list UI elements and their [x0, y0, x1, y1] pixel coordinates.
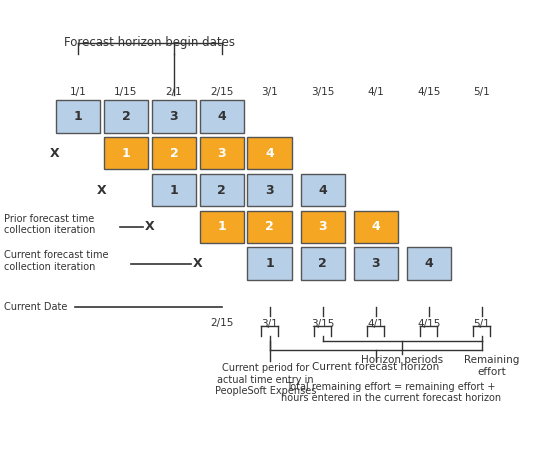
Text: 3: 3 [318, 220, 327, 233]
FancyBboxPatch shape [301, 211, 345, 243]
Text: Prior forecast time
collection iteration: Prior forecast time collection iteration [4, 214, 96, 235]
Text: 4: 4 [265, 147, 274, 160]
Text: 1/1: 1/1 [70, 87, 86, 97]
Text: Current period for
actual time entry in
PeopleSoft Expenses: Current period for actual time entry in … [215, 363, 316, 396]
Text: 3/1: 3/1 [262, 318, 278, 328]
FancyBboxPatch shape [248, 211, 292, 243]
FancyBboxPatch shape [152, 174, 196, 206]
FancyBboxPatch shape [248, 174, 292, 206]
Text: 1: 1 [265, 257, 274, 270]
FancyBboxPatch shape [56, 100, 100, 133]
Text: 1: 1 [169, 184, 178, 197]
FancyBboxPatch shape [301, 248, 345, 280]
Text: 2/15: 2/15 [210, 318, 234, 328]
Text: X: X [49, 147, 59, 160]
Text: 5/1: 5/1 [473, 87, 490, 97]
Text: Forecast horizon begin dates: Forecast horizon begin dates [64, 36, 235, 50]
Text: Total remaining effort = remaining effort +
hours entered in the current forecas: Total remaining effort = remaining effor… [281, 382, 501, 404]
Text: 3: 3 [169, 110, 178, 123]
Text: 3/15: 3/15 [311, 318, 334, 328]
Text: 2: 2 [169, 147, 178, 160]
Text: Current forecast horizon: Current forecast horizon [312, 362, 440, 372]
Text: 2: 2 [122, 110, 130, 123]
FancyBboxPatch shape [248, 248, 292, 280]
Text: 1: 1 [122, 147, 130, 160]
FancyBboxPatch shape [354, 248, 398, 280]
Text: 1: 1 [73, 110, 83, 123]
Text: 4: 4 [371, 220, 380, 233]
Text: 4/15: 4/15 [417, 318, 441, 328]
Text: 2: 2 [318, 257, 327, 270]
FancyBboxPatch shape [199, 211, 244, 243]
Text: 4/15: 4/15 [417, 87, 441, 97]
Text: Remaining
effort: Remaining effort [465, 355, 520, 377]
Text: 2: 2 [218, 184, 226, 197]
Text: X: X [193, 257, 203, 270]
FancyBboxPatch shape [354, 211, 398, 243]
Text: 4: 4 [318, 184, 327, 197]
FancyBboxPatch shape [104, 137, 148, 169]
FancyBboxPatch shape [248, 137, 292, 169]
Text: 1: 1 [218, 220, 226, 233]
FancyBboxPatch shape [152, 137, 196, 169]
FancyBboxPatch shape [199, 174, 244, 206]
Text: 5/1: 5/1 [473, 318, 490, 328]
Text: 3: 3 [371, 257, 380, 270]
Text: 4: 4 [425, 257, 433, 270]
Text: 1/15: 1/15 [114, 87, 138, 97]
Text: 4/1: 4/1 [367, 87, 384, 97]
Text: 3/15: 3/15 [311, 87, 334, 97]
FancyBboxPatch shape [104, 100, 148, 133]
FancyBboxPatch shape [407, 248, 451, 280]
FancyBboxPatch shape [152, 100, 196, 133]
Text: 3/1: 3/1 [262, 87, 278, 97]
Text: 4: 4 [218, 110, 226, 123]
Text: X: X [97, 184, 107, 197]
Text: Horizon periods: Horizon periods [361, 355, 443, 365]
Text: Current forecast time
collection iteration: Current forecast time collection iterati… [4, 250, 109, 272]
FancyBboxPatch shape [199, 100, 244, 133]
Text: 2/15: 2/15 [210, 87, 234, 97]
Text: 3: 3 [265, 184, 274, 197]
Text: 2/1: 2/1 [166, 87, 182, 97]
FancyBboxPatch shape [199, 137, 244, 169]
FancyBboxPatch shape [301, 174, 345, 206]
Text: Current Date: Current Date [4, 302, 68, 312]
Text: 3: 3 [218, 147, 226, 160]
Text: X: X [145, 220, 155, 233]
Text: 2: 2 [265, 220, 274, 233]
Text: 4/1: 4/1 [367, 318, 384, 328]
